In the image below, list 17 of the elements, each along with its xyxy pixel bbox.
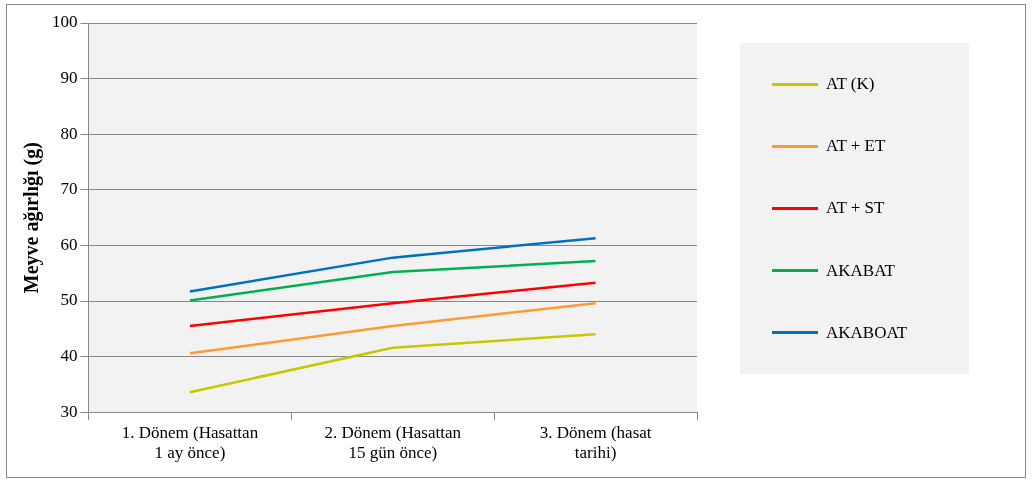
y-axis-title: Meyve ağırlığı (g) [20, 142, 44, 294]
y-tick-label: 70 [60, 179, 78, 199]
y-tick-label: 80 [60, 123, 78, 143]
y-tick-label: 50 [60, 290, 78, 310]
legend-label: AT (K) [826, 74, 875, 95]
legend-label: AKABAT [826, 260, 895, 281]
legend-label: AT + ST [826, 198, 885, 219]
legend-label: AT + ET [826, 136, 886, 157]
y-tick-label: 100 [52, 12, 78, 32]
x-tick-label: 3. Dönem (hasat tarihi) [539, 422, 652, 463]
y-tick-label: 30 [60, 401, 78, 421]
y-tick-label: 90 [60, 68, 78, 88]
y-tick-label: 60 [60, 234, 78, 254]
x-tick-label: 1. Dönem (Hasattan 1 ay önce) [121, 422, 259, 463]
legend-label: AKABOAT [826, 322, 908, 343]
x-tick-label: 2. Dönem (Hasattan 15 gün önce) [324, 422, 462, 463]
y-tick-label: 40 [60, 346, 78, 366]
